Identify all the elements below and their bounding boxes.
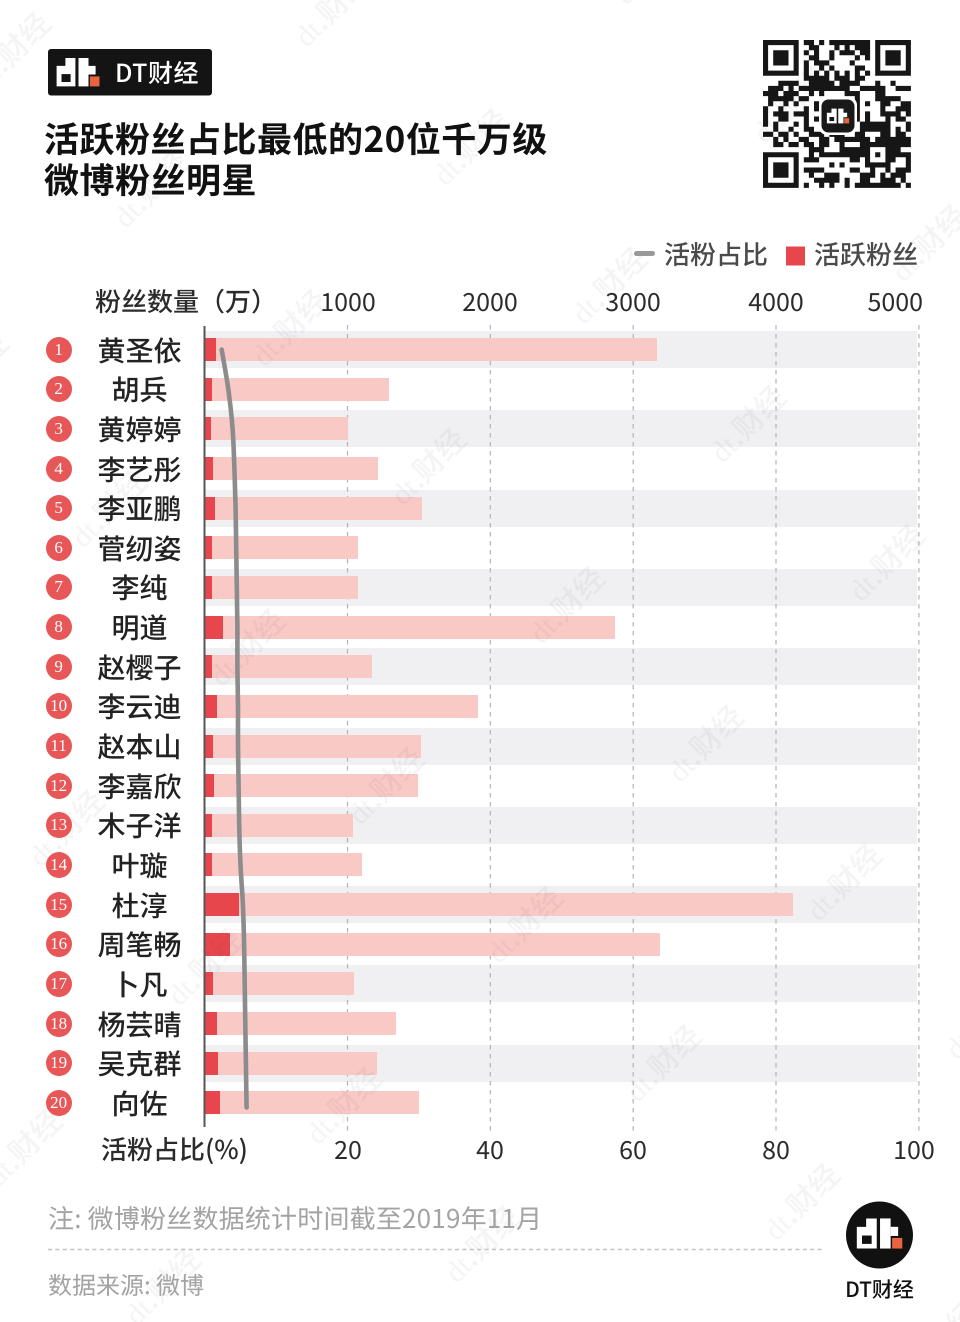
svg-text:DT财经: DT财经 bbox=[115, 54, 199, 90]
